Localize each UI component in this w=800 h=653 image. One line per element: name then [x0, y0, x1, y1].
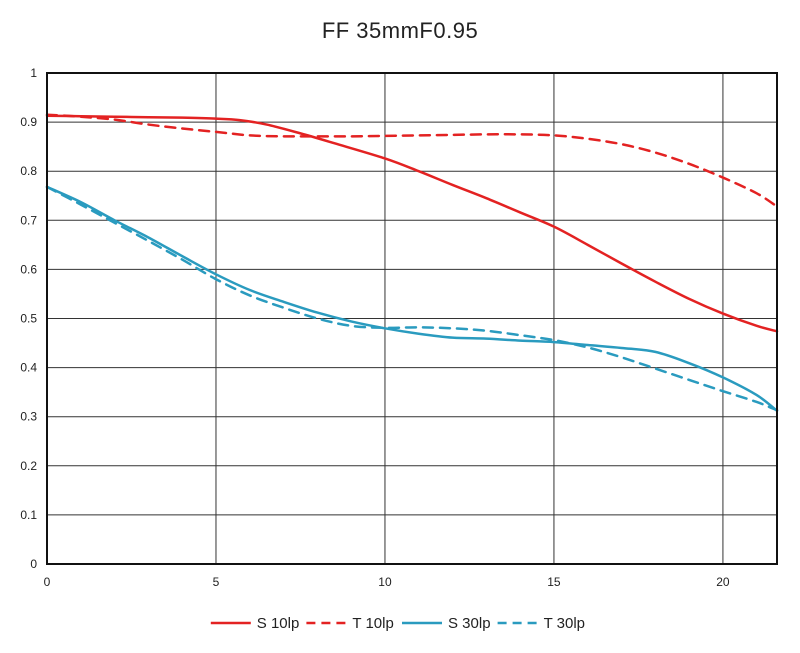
series-line-t-10lp	[45, 113, 779, 208]
x-tick-label: 0	[44, 575, 51, 589]
y-tick-label: 0.4	[20, 361, 37, 375]
legend-label: S 30lp	[448, 615, 491, 632]
y-tick-label: 0.2	[20, 459, 37, 473]
x-tick-label: 15	[547, 575, 561, 589]
y-tick-label: 0.9	[20, 115, 37, 129]
y-tick-label: 0.7	[20, 213, 37, 227]
series-lines	[45, 113, 779, 413]
legend-item-s-10lp: S 10lp	[210, 615, 300, 632]
y-tick-label: 0.6	[20, 262, 37, 276]
legend-label: T 10lp	[352, 615, 393, 632]
chart-title: FF 35mmF0.95	[321, 18, 479, 43]
x-axis-ticks: 0 5 10 15 20	[44, 575, 730, 589]
y-tick-label: 0.8	[20, 164, 37, 178]
series-line-t-30lp	[45, 185, 779, 412]
series-line-s-30lp	[45, 185, 779, 413]
legend-item-s-30lp: S 30lp	[402, 615, 491, 632]
series-line-s-10lp	[45, 114, 779, 333]
y-tick-label: 0.3	[20, 410, 37, 424]
grid-lines	[47, 73, 777, 564]
x-tick-label: 10	[378, 575, 392, 589]
x-tick-label: 20	[716, 575, 730, 589]
y-axis-ticks: 0 0.1 0.2 0.3 0.4 0.5 0.6 0.7 0.8 0.9 1	[20, 66, 37, 571]
legend: S 10lp T 10lp S 30lp T 30lp	[210, 615, 585, 632]
legend-label: S 10lp	[257, 615, 300, 632]
legend-label: T 30lp	[544, 615, 585, 632]
legend-item-t-30lp: T 30lp	[497, 615, 585, 632]
x-tick-label: 5	[213, 575, 220, 589]
legend-item-t-10lp: T 10lp	[306, 615, 394, 632]
y-tick-label: 1	[30, 66, 37, 80]
y-tick-label: 0.1	[20, 508, 37, 522]
y-tick-label: 0.5	[20, 312, 37, 326]
plot-frame	[46, 72, 778, 565]
y-tick-label: 0	[30, 557, 37, 571]
